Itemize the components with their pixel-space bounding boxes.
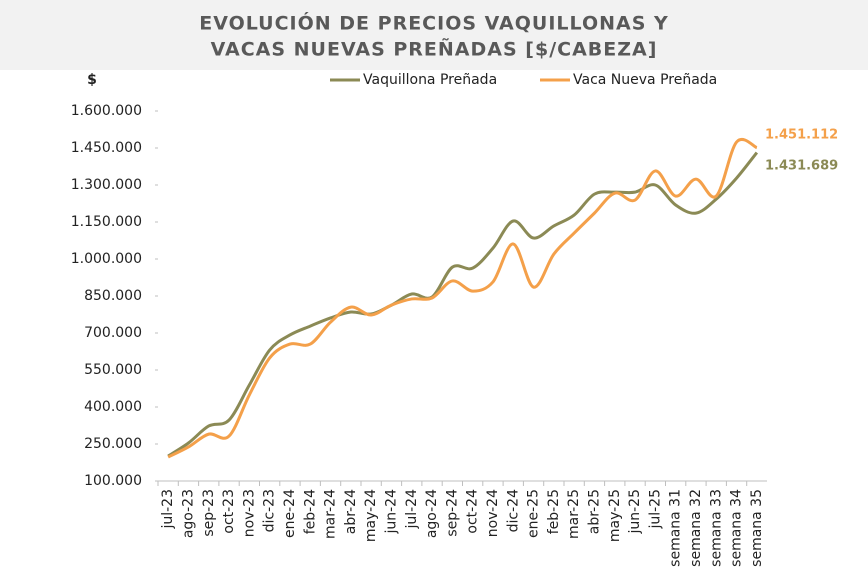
series-line bbox=[167, 137, 758, 459]
x-tick-label: abr-25 bbox=[586, 489, 602, 534]
x-tick-label: ago-24 bbox=[424, 489, 440, 538]
x-tick-label: may-24 bbox=[363, 489, 379, 542]
legend-label: Vaquillona Preñada bbox=[363, 72, 497, 88]
value-label: 1.431.689 bbox=[765, 159, 838, 174]
x-tick-label: oct-23 bbox=[221, 489, 237, 534]
x-tick-label: oct-24 bbox=[465, 489, 481, 534]
y-tick-label: 1.600.000 bbox=[71, 103, 142, 119]
x-tick-label: ago-23 bbox=[180, 489, 196, 538]
x-tick-label: jul-24 bbox=[404, 489, 420, 530]
x-tick-label: semana 32 bbox=[688, 489, 704, 567]
x-tick-label: ene-25 bbox=[526, 489, 542, 538]
y-tick-label: 1.150.000 bbox=[71, 214, 142, 230]
x-tick-label: nov-24 bbox=[485, 489, 501, 537]
y-tick-label: 100.000 bbox=[84, 473, 142, 489]
x-tick-label: dic-24 bbox=[505, 489, 521, 532]
y-tick-label: 850.000 bbox=[84, 288, 142, 304]
x-tick-label: jul-25 bbox=[647, 489, 663, 530]
x-tick-label: mar-25 bbox=[566, 489, 582, 539]
value-label: 1.451.112 bbox=[765, 128, 838, 143]
x-tick-label: feb-25 bbox=[546, 489, 562, 534]
x-tick-label: jul-23 bbox=[160, 489, 176, 530]
x-tick-label: sep-24 bbox=[444, 489, 460, 537]
x-tick-label: mar-24 bbox=[323, 489, 339, 539]
title-band bbox=[0, 0, 868, 70]
x-tick-label: nov-23 bbox=[241, 489, 257, 537]
x-tick-label: semana 31 bbox=[668, 489, 684, 567]
y-tick-label: 550.000 bbox=[84, 362, 142, 378]
x-tick-label: abr-24 bbox=[343, 489, 359, 534]
y-tick-label: 250.000 bbox=[84, 436, 142, 452]
x-tick-label: may-25 bbox=[607, 489, 623, 542]
chart-title: EVOLUCIÓN DE PRECIOS VAQUILLONAS Y bbox=[199, 11, 669, 35]
x-tick-label: semana 34 bbox=[729, 489, 745, 567]
x-tick-label: sep-23 bbox=[201, 489, 217, 537]
y-axis-label: $ bbox=[87, 72, 97, 88]
x-tick-label: semana 35 bbox=[749, 489, 765, 567]
x-tick-label: jun-24 bbox=[383, 489, 399, 535]
x-tick-label: feb-24 bbox=[302, 489, 318, 534]
x-tick-label: dic-23 bbox=[262, 489, 278, 532]
legend-label: Vaca Nueva Preñada bbox=[573, 72, 717, 88]
y-tick-label: 1.000.000 bbox=[71, 251, 142, 267]
series-line bbox=[167, 151, 759, 458]
x-tick-label: semana 33 bbox=[708, 489, 724, 567]
x-tick-label: ene-24 bbox=[282, 489, 298, 538]
x-tick-label: jun-25 bbox=[627, 489, 643, 535]
y-tick-label: 1.450.000 bbox=[71, 140, 142, 156]
y-tick-label: 700.000 bbox=[84, 325, 142, 341]
y-tick-label: 400.000 bbox=[84, 399, 142, 415]
y-tick-label: 1.300.000 bbox=[71, 177, 142, 193]
chart-title: VACAS NUEVAS PREÑADAS [$/CABEZA] bbox=[211, 37, 658, 61]
